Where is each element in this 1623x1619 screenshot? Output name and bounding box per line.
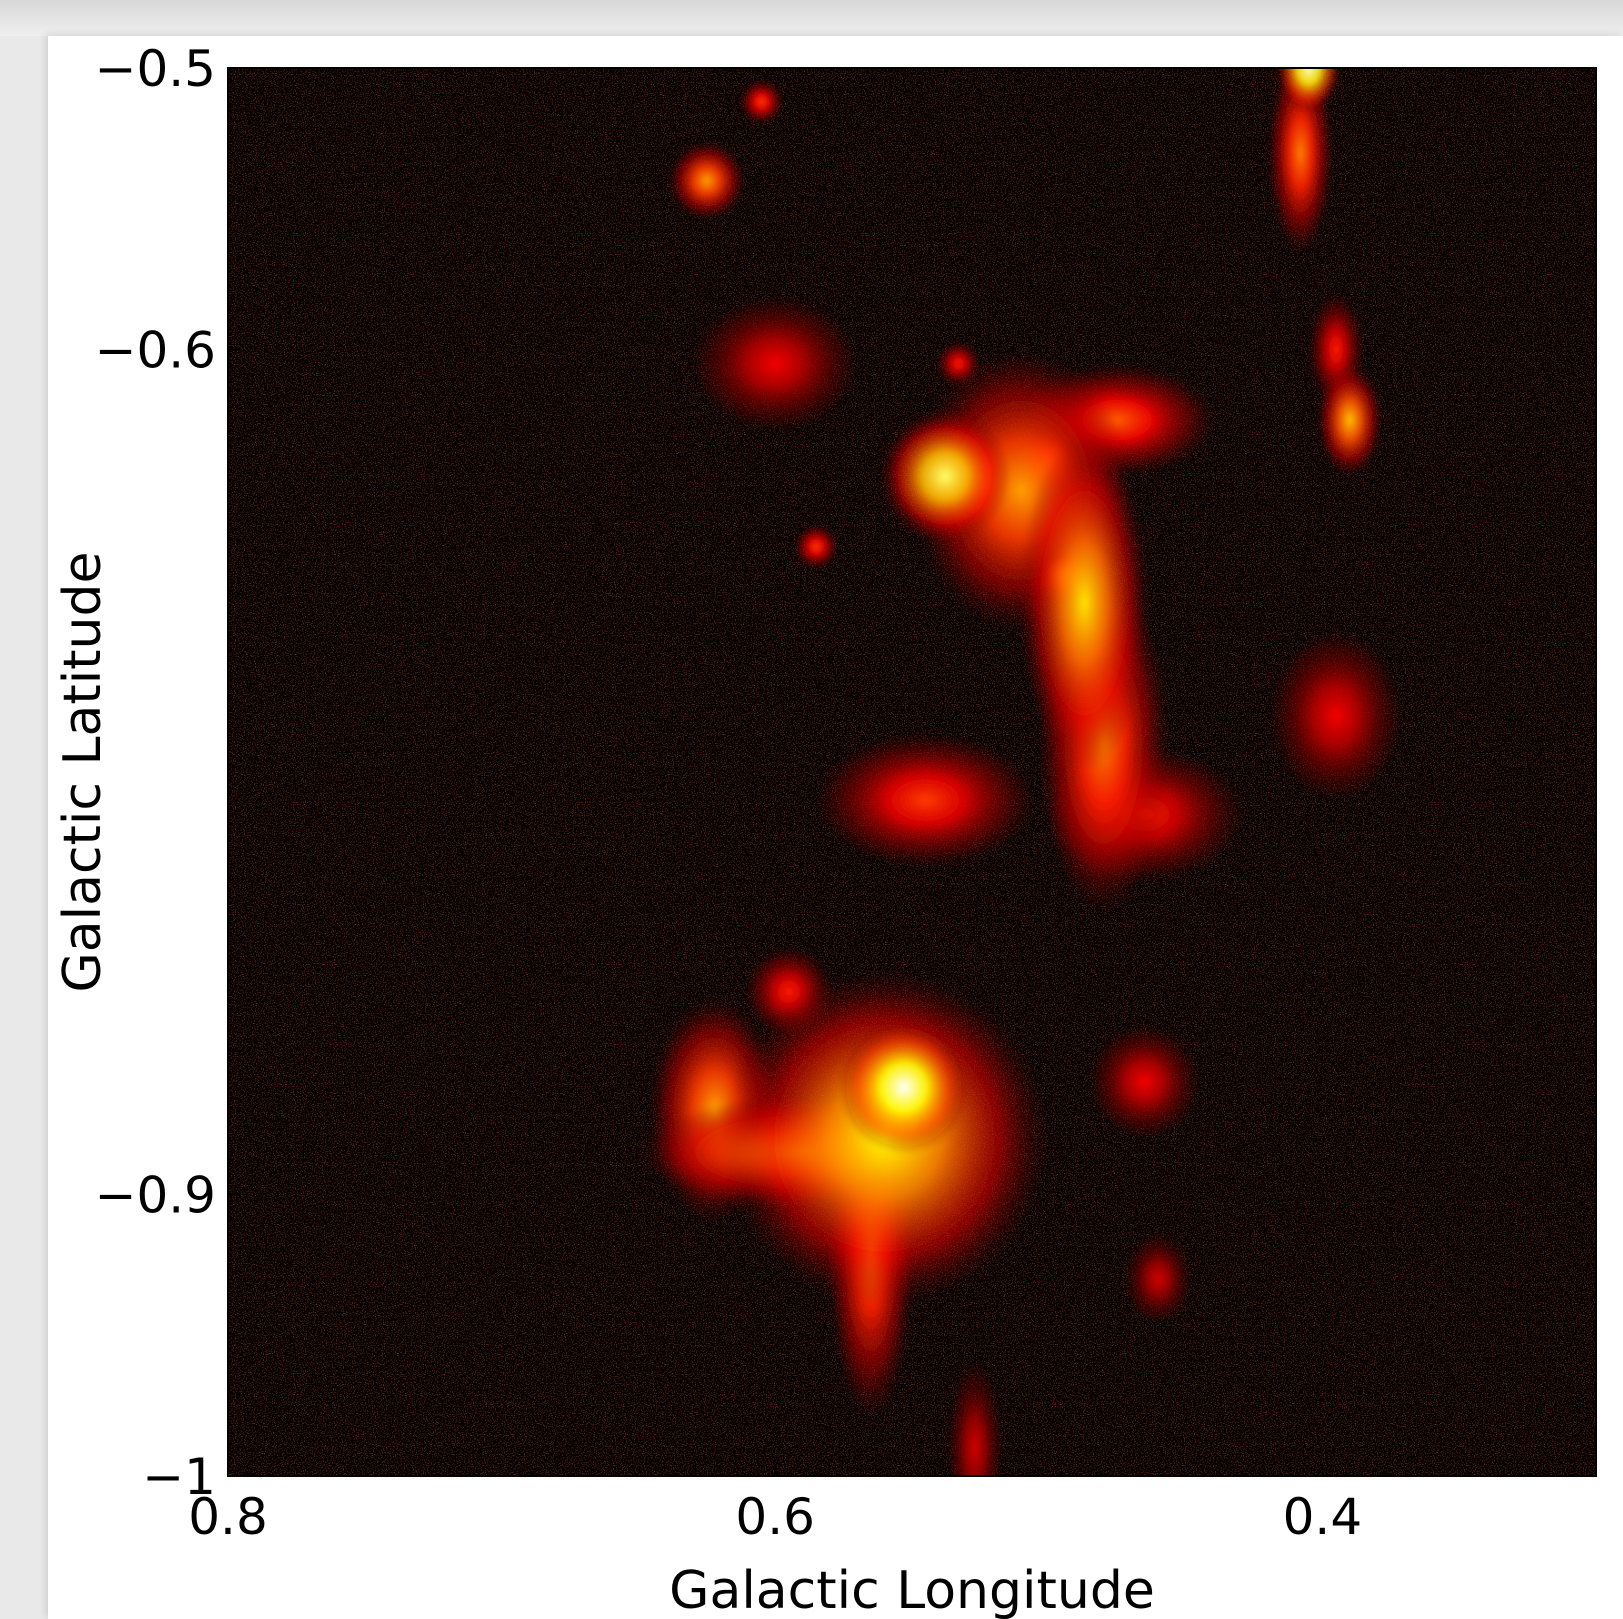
y-axis: −0.5 −0.6 −0.9 −1 <box>95 40 240 1506</box>
emission-region-14 <box>693 296 858 432</box>
x-tick-label: 0.6 <box>735 1488 815 1546</box>
emission-region-17 <box>1316 363 1383 477</box>
emission-region-22 <box>1089 1025 1200 1139</box>
x-axis-label: Galactic Longitude <box>669 1561 1155 1619</box>
emission-region-20 <box>739 79 784 125</box>
emission-region-16 <box>1267 68 1334 254</box>
emission-region-23 <box>1125 1233 1192 1324</box>
y-tick-label: −1 <box>142 1448 216 1506</box>
emission-region-19 <box>668 141 746 221</box>
emission-region-7 <box>879 408 1011 544</box>
y-tick-label: −0.6 <box>95 322 216 380</box>
window-top-shade <box>0 0 1623 36</box>
x-tick-label: 0.4 <box>1283 1488 1363 1546</box>
emission-region-21 <box>1270 631 1402 801</box>
y-axis-label: Galactic Latitude <box>53 551 113 992</box>
emission-region-1 <box>838 1019 970 1155</box>
emission-regions <box>638 68 1402 1476</box>
emission-region-9 <box>1018 434 1151 772</box>
y-tick-label: −0.9 <box>95 1166 216 1224</box>
emission-region-24 <box>947 1363 1003 1476</box>
y-tick-label: −0.5 <box>95 40 216 98</box>
emission-region-15 <box>1275 68 1342 114</box>
x-tick-label: 0.8 <box>188 1488 268 1546</box>
emission-region-12 <box>816 732 1036 868</box>
x-axis: 0.8 0.6 0.4 <box>188 1464 1362 1546</box>
plot-frame <box>227 67 1597 1477</box>
emission-region-26 <box>794 524 839 570</box>
